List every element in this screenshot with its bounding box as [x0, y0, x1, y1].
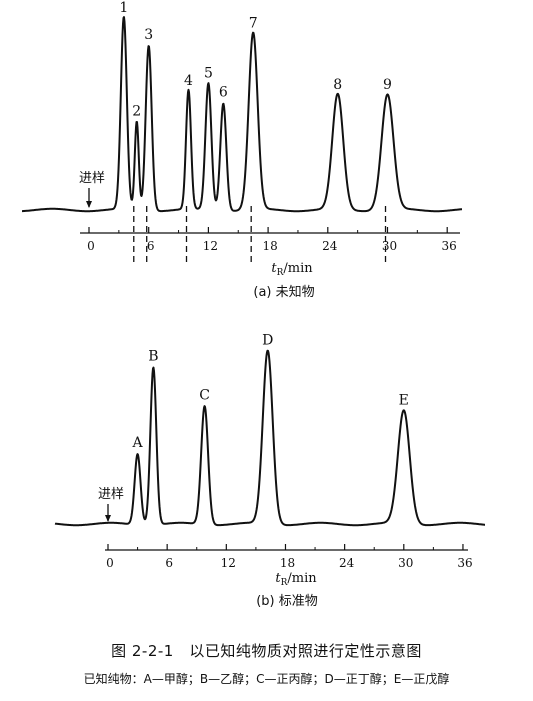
peak-label-3: 3 — [144, 27, 153, 43]
peak-label-A: A — [132, 435, 144, 451]
x-tick-label-1-18: 18 — [280, 556, 295, 570]
x-tick-label-1-6: 6 — [165, 556, 173, 570]
injection-arrow-0 — [86, 201, 92, 208]
peak-label-6: 6 — [219, 84, 228, 100]
injection-label-0: 进样 — [79, 171, 105, 186]
injection-label-1: 进样 — [98, 487, 124, 502]
peak-label-4: 4 — [184, 73, 193, 89]
x-tick-label-1-12: 12 — [221, 556, 236, 570]
peak-label-1: 1 — [119, 0, 128, 16]
x-tick-label-1-30: 30 — [398, 556, 413, 570]
peak-label-C: C — [199, 387, 210, 403]
chromatogram-trace-1 — [54, 349, 486, 527]
panel-label-1: (b) 标准物 — [256, 594, 318, 609]
peak-label-D: D — [262, 333, 273, 349]
peak-label-8: 8 — [333, 77, 342, 93]
x-tick-label-0-12: 12 — [203, 239, 218, 253]
figure-note: 已知纯物：A—甲醇；B—乙醇；C—正丙醇；D—正丁醇；E—正戊醇 — [83, 672, 450, 686]
x-tick-label-0-36: 36 — [442, 239, 457, 253]
x-tick-label-0-24: 24 — [322, 239, 338, 253]
injection-arrow-1 — [105, 515, 111, 522]
x-tick-label-0-0: 0 — [87, 239, 95, 253]
x-axis-label-0: tR/min — [271, 261, 313, 278]
peak-label-E: E — [399, 393, 409, 409]
chromatogram-trace-0 — [21, 16, 463, 213]
peak-label-B: B — [148, 348, 158, 364]
x-tick-label-1-24: 24 — [339, 556, 355, 570]
figure-title: 图 2-2-1 以已知纯物质对照进行定性示意图 — [111, 642, 422, 660]
peak-label-5: 5 — [204, 65, 213, 81]
peak-label-7: 7 — [249, 15, 258, 31]
x-tick-label-0-6: 6 — [147, 239, 155, 253]
x-axis-label-1: tR/min — [275, 571, 317, 588]
x-tick-label-0-30: 30 — [382, 239, 397, 253]
panel-label-0: (a) 未知物 — [253, 284, 314, 300]
peak-label-9: 9 — [383, 77, 392, 93]
x-tick-label-1-36: 36 — [457, 556, 472, 570]
peak-label-2: 2 — [132, 104, 141, 120]
x-tick-label-1-0: 0 — [106, 556, 114, 570]
x-tick-label-0-18: 18 — [262, 239, 277, 253]
